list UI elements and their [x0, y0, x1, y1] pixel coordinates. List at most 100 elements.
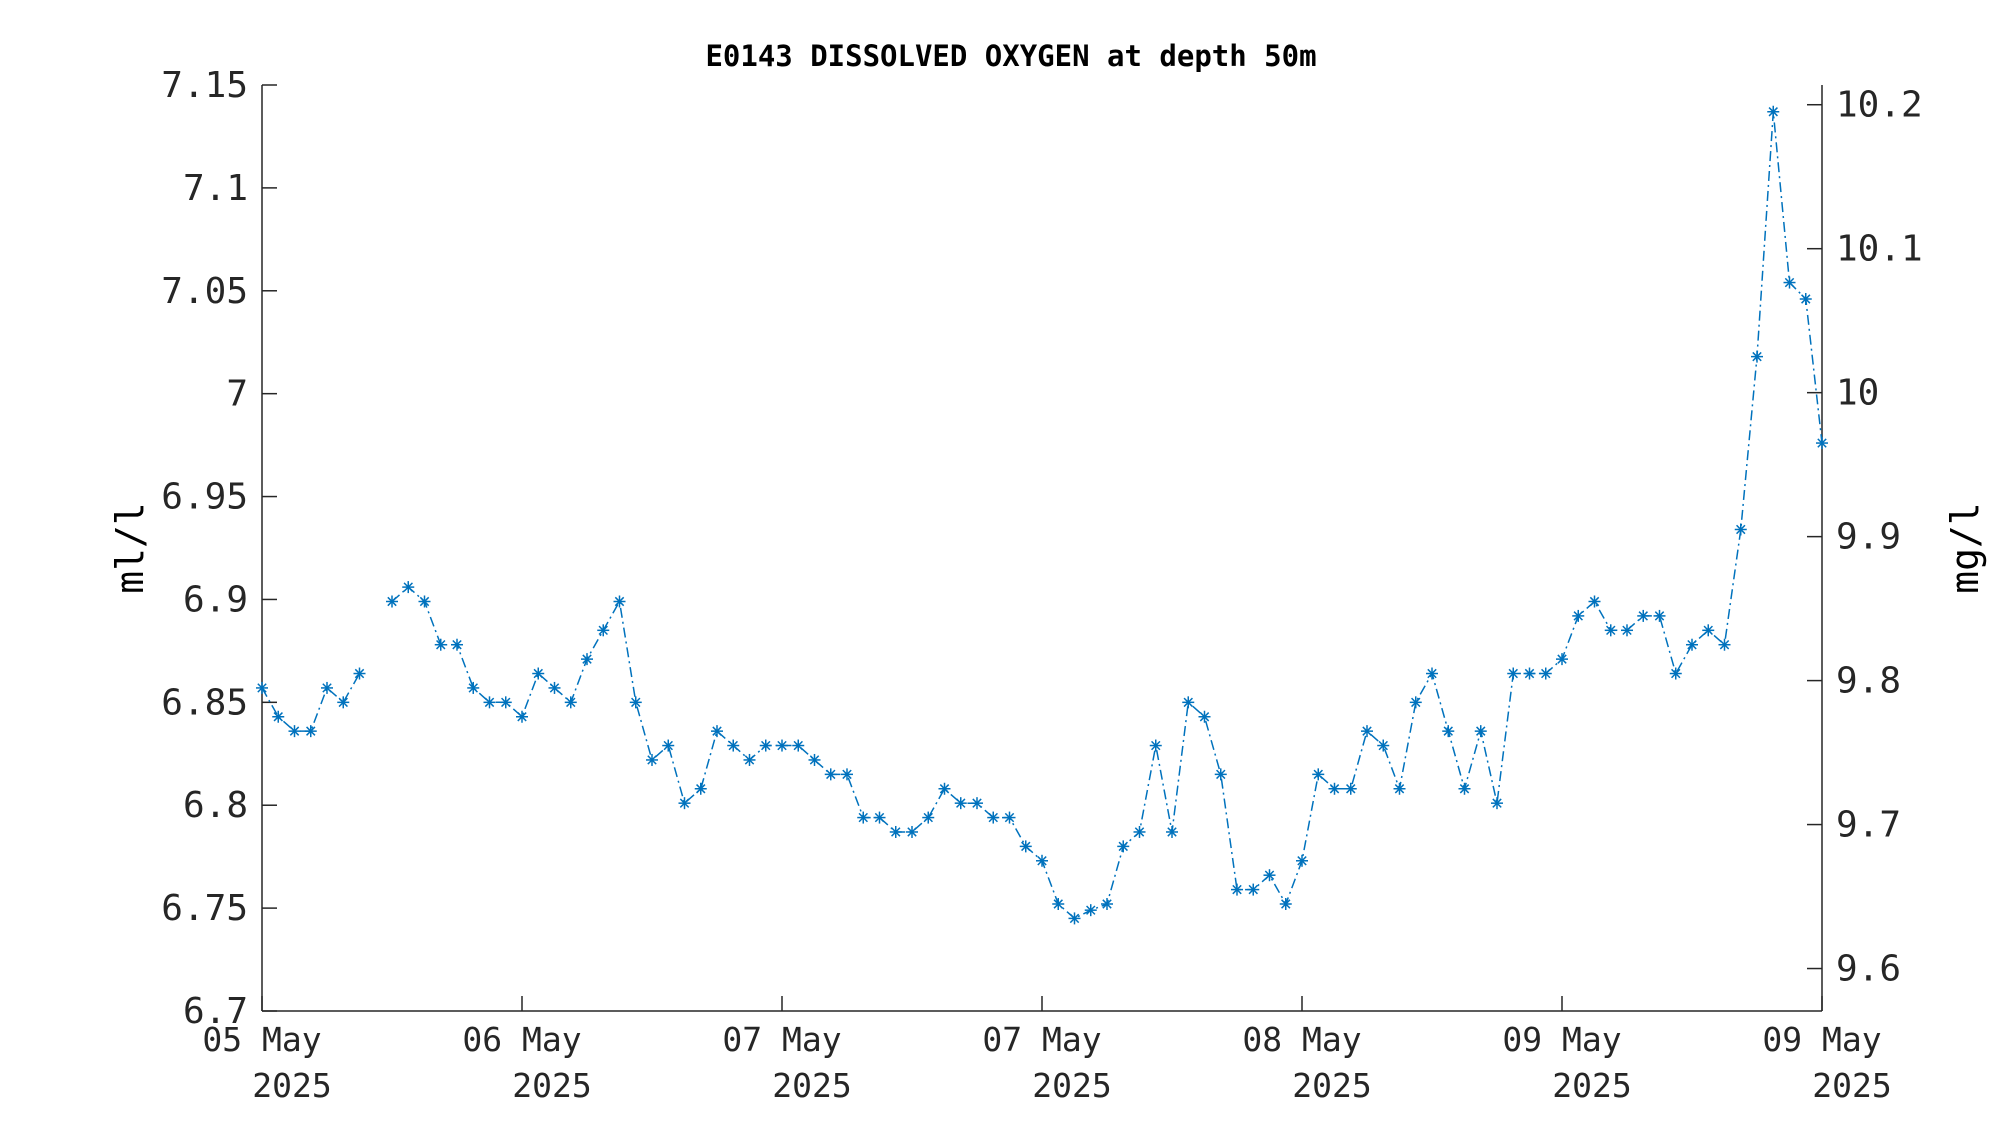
data-point	[1718, 638, 1731, 651]
data-point	[1279, 897, 1292, 910]
data-point	[1247, 883, 1260, 896]
y-tick-label-left: 7.1	[183, 168, 248, 209]
data-point	[971, 797, 983, 810]
y-tick-label-right: 9.7	[1836, 805, 1901, 846]
data-point	[824, 768, 837, 781]
data-point	[1312, 768, 1325, 781]
y-tick-label-right: 10.2	[1836, 85, 1923, 126]
data-point	[1491, 797, 1503, 810]
data-point	[841, 768, 853, 781]
series-oxygen	[256, 105, 1828, 925]
data-point	[1263, 869, 1276, 882]
data-point	[1133, 825, 1146, 838]
data-point	[418, 595, 431, 608]
data-point	[467, 681, 480, 694]
y-tick-label-left: 6.85	[161, 682, 248, 723]
data-point	[776, 739, 788, 752]
y-tick-label-right: 9.8	[1836, 661, 1901, 702]
data-point	[694, 782, 707, 795]
chart-title: E0143 DISSOLVED OXYGEN at depth 50m	[705, 39, 1316, 73]
data-point	[759, 739, 772, 752]
y-tick-label-left: 7	[226, 374, 248, 415]
data-point	[743, 753, 756, 766]
data-point	[792, 739, 805, 752]
data-point	[922, 811, 935, 824]
data-point	[1637, 609, 1650, 622]
data-point	[1003, 811, 1016, 824]
data-point	[402, 581, 415, 594]
axes-frame	[261, 85, 1823, 1012]
data-point	[1799, 293, 1812, 306]
data-point	[1572, 609, 1585, 622]
data-point	[1474, 725, 1487, 738]
data-point	[256, 681, 268, 694]
x-tick-label-year: 2025	[1032, 1066, 1111, 1105]
data-point	[304, 725, 317, 738]
data-point	[581, 653, 593, 666]
data-point	[1604, 624, 1617, 637]
data-point	[1019, 840, 1032, 853]
data-point	[1816, 437, 1828, 450]
x-tick-label-year: 2025	[772, 1066, 851, 1105]
x-tick-label-year: 2025	[1292, 1066, 1371, 1105]
data-point	[483, 696, 496, 709]
data-point	[1539, 667, 1552, 680]
data-point	[499, 696, 512, 709]
data-point	[1734, 523, 1747, 536]
data-point	[1783, 276, 1796, 289]
data-point	[1442, 725, 1455, 738]
data-point	[532, 667, 545, 680]
y-tick-label-left: 7.05	[161, 271, 248, 312]
y-tick-label-left: 6.95	[161, 477, 248, 518]
data-point	[1068, 912, 1081, 925]
data-point	[646, 753, 658, 766]
data-point	[1166, 825, 1178, 838]
data-point	[1653, 609, 1666, 622]
y-axis-label-right: mg/l	[1943, 502, 1987, 594]
data-point	[711, 725, 723, 738]
y-tick-label-right: 9.6	[1836, 949, 1901, 990]
series-line	[391, 111, 1823, 920]
data-point	[1377, 739, 1390, 752]
data-point	[548, 681, 561, 694]
y-tick-label-right: 10.1	[1836, 229, 1923, 270]
x-tick-label-year: 2025	[252, 1066, 331, 1105]
data-point	[1328, 782, 1341, 795]
data-point	[1036, 854, 1048, 867]
x-tick-label-date: 07 May	[722, 1020, 841, 1059]
data-point	[1214, 768, 1227, 781]
data-point	[1523, 667, 1536, 680]
data-point	[564, 696, 577, 709]
data-point	[272, 710, 285, 723]
data-point	[1361, 725, 1373, 738]
data-point	[1426, 667, 1438, 680]
data-point	[1751, 350, 1763, 363]
y-tick-label-left: 6.7	[183, 991, 248, 1032]
data-point	[678, 797, 691, 810]
data-point	[808, 753, 821, 766]
data-point	[597, 624, 610, 637]
x-tick-label-year: 2025	[1552, 1066, 1631, 1105]
data-point	[662, 739, 675, 752]
data-point	[1409, 696, 1422, 709]
data-point	[938, 782, 951, 795]
data-point	[906, 825, 918, 838]
data-point	[954, 797, 967, 810]
data-point	[857, 811, 870, 824]
y-tick-label-left: 6.75	[161, 888, 248, 929]
data-point	[321, 681, 333, 694]
x-tick-label-year: 2025	[1812, 1066, 1891, 1105]
data-point	[987, 811, 1000, 824]
data-point	[873, 811, 886, 824]
data-point	[727, 739, 740, 752]
data-point	[613, 595, 626, 608]
x-tick-label-date: 09 May	[1502, 1020, 1621, 1059]
data-point	[288, 725, 301, 738]
right-y-ticks: 9.6 9.7 9.8 9.9 10 10.1 10.2	[1807, 85, 1923, 990]
x-ticks: 05 May 2025 06 May 2025 07 May 2025 07 May 2025…	[202, 996, 1892, 1105]
data-point	[1117, 840, 1130, 853]
data-point	[1588, 595, 1601, 608]
x-tick-label-year: 2025	[512, 1066, 591, 1105]
data-point	[1669, 667, 1682, 680]
